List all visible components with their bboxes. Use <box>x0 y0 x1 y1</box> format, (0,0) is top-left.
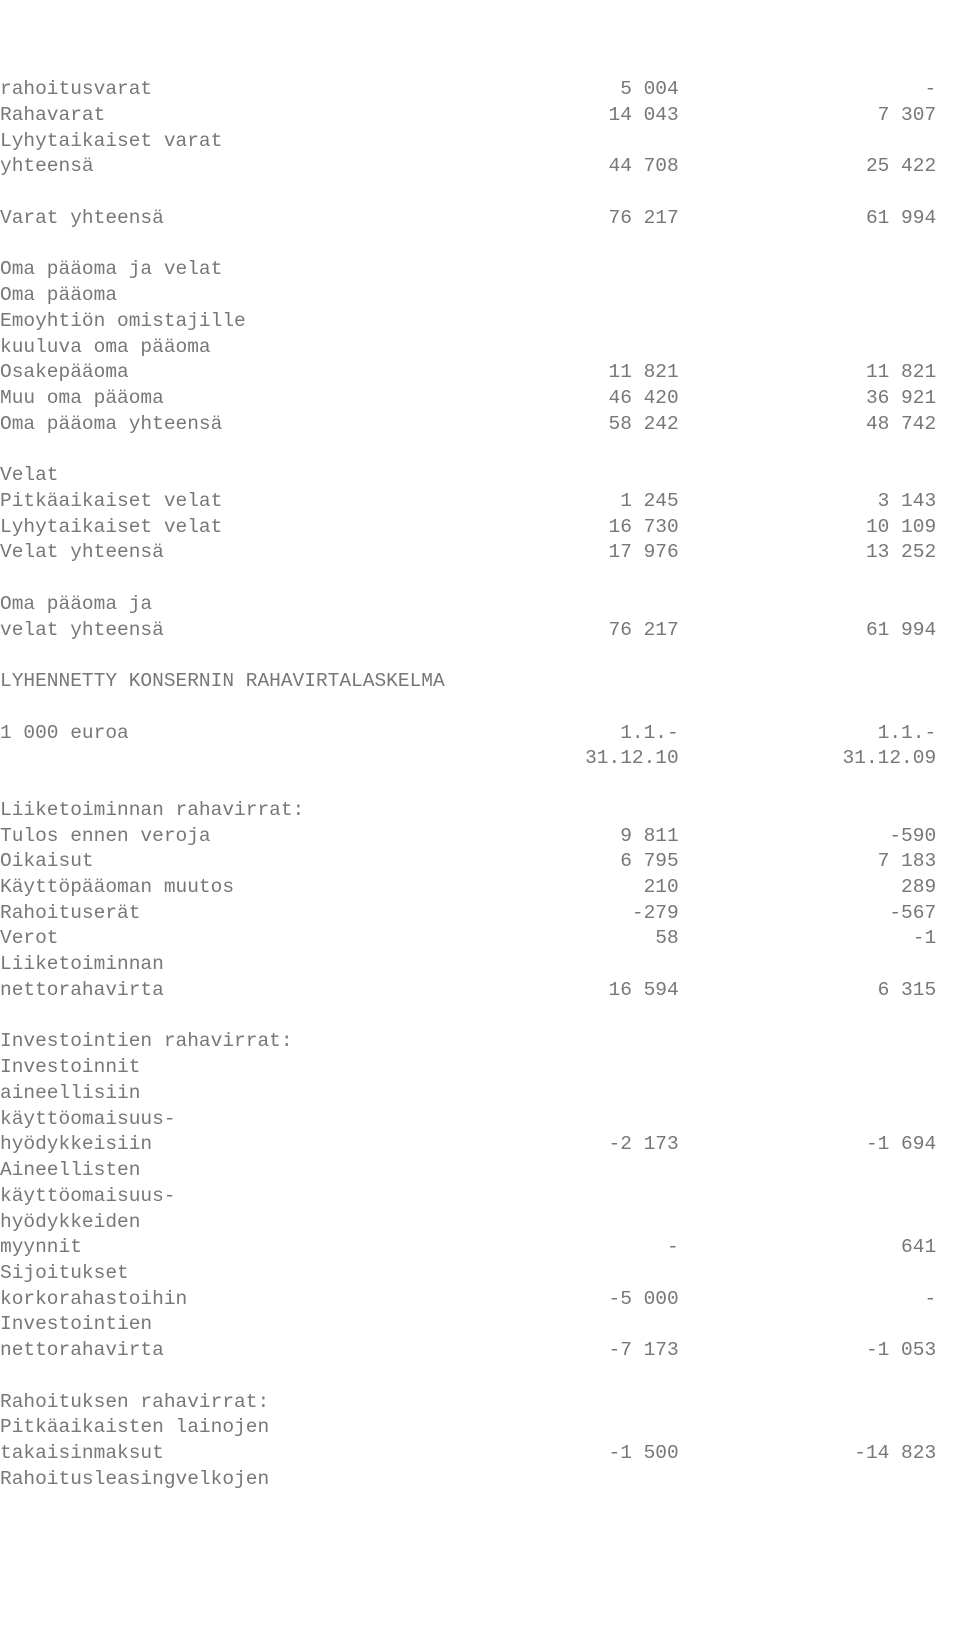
financial-statement-page: rahoitusvarat 5 004 - Rahavarat 14 043 7… <box>0 77 960 1492</box>
document-body: rahoitusvarat 5 004 - Rahavarat 14 043 7… <box>0 78 936 1490</box>
